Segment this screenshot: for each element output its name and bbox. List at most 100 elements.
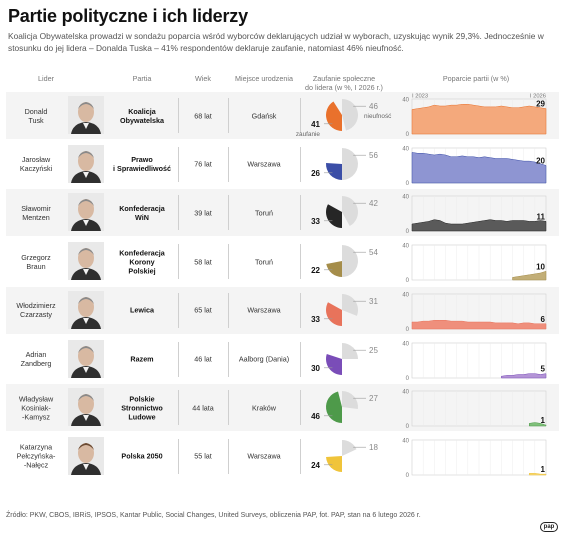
table-row: Katarzyna Pełczyńska- -Nałęcz Polska 2050… [6, 433, 559, 480]
trust-chart: 46 27 [311, 391, 378, 424]
pap-logo: pap [540, 522, 558, 532]
header-trust: Zaufanie społeczne do lidera (w %, I 202… [305, 74, 383, 92]
support-chart: 40 0 6 [402, 292, 547, 333]
leader-age: 46 lat [194, 354, 212, 364]
source-note: Źródło: PKW, CBOS, IBRiS, IPSOS, Kantar … [6, 512, 421, 519]
y-tick-min: 0 [406, 376, 410, 382]
support-area [411, 151, 547, 183]
trust-slice [325, 204, 342, 229]
table-row: Grzegorz Braun Konfederacja Korony Polski… [6, 238, 559, 285]
avatar-braun [68, 242, 104, 281]
column-divider [178, 292, 179, 328]
column-divider [178, 146, 179, 182]
distrust-value: 54 [369, 248, 378, 257]
trust-value: 30 [311, 363, 320, 372]
party-name: Lewica [130, 305, 154, 315]
distrust-slice [342, 342, 358, 359]
column-divider [228, 438, 229, 474]
support-value: 10 [536, 262, 545, 271]
table-row: Jarosław Kaczyński Prawo i Sprawiedliwość… [6, 141, 559, 188]
support-chart: 40 0 1 [402, 438, 547, 479]
trust-chart: 33 31 [311, 293, 378, 326]
support-area [411, 219, 547, 232]
trust-slice [325, 302, 342, 326]
column-divider [178, 98, 179, 133]
trust-slice [326, 101, 342, 131]
column-divider [300, 390, 301, 426]
leader-name: Katarzyna Pełczyńska- -Nałęcz [16, 442, 56, 470]
leader-name: Sławomir Mentzen [21, 203, 51, 222]
trust-chart: 22 54 [311, 245, 378, 278]
table-row: Donald Tusk Koalicja Obywatelska 68 lat Gda… [6, 92, 559, 139]
leader-name: Włodzimierz Czarzasty [16, 301, 56, 320]
avatar-tusk [68, 96, 104, 134]
distrust-slice [342, 293, 359, 316]
trust-value: 46 [311, 412, 320, 421]
column-divider [300, 292, 301, 328]
column-divider [300, 244, 301, 280]
leader-name: Jarosław Kaczyński [19, 155, 53, 174]
column-divider [178, 195, 179, 231]
support-area [411, 104, 547, 135]
table-row: Adrian Zandberg Razem 46 lat Aalborg (Dania… [6, 336, 559, 383]
support-chart: 40 0 1 [402, 390, 547, 430]
avatar-kaczynski [68, 144, 104, 183]
y-tick-min: 0 [406, 473, 410, 479]
y-tick-max: 40 [402, 244, 409, 250]
support-value: 29 [536, 100, 545, 109]
leader-age: 58 lat [194, 257, 212, 267]
support-chart: 40 0 20 [402, 146, 547, 187]
column-divider [178, 244, 179, 280]
header-support: Poparcie partii (w %) [442, 74, 510, 83]
column-divider [300, 98, 301, 133]
leader-birthplace: Warszawa [247, 159, 281, 169]
column-divider [300, 146, 301, 182]
column-divider [178, 438, 179, 474]
avatar-kosiniak [68, 388, 104, 427]
y-tick-max: 40 [402, 438, 409, 444]
y-tick-max: 40 [402, 292, 409, 298]
trust-value: 22 [311, 266, 320, 275]
y-tick-min: 0 [406, 229, 410, 235]
trust-slice [325, 162, 342, 180]
distrust-label: nieufność [364, 113, 392, 120]
intro-text: Koalicja Obywatelska prowadzi w sondażu … [8, 31, 544, 53]
column-divider [228, 292, 229, 328]
trust-slice [326, 261, 342, 278]
distrust-slice [342, 196, 359, 227]
trust-chart: 41 46 zaufanie nieufność [296, 98, 392, 138]
trust-value: 26 [311, 168, 320, 177]
y-tick-min: 0 [406, 327, 410, 333]
table-row: Sławomir Mentzen Konfederacja WiN 39 lat To… [6, 189, 559, 237]
y-tick-max: 40 [402, 341, 409, 347]
column-divider [228, 390, 229, 426]
y-tick-min: 0 [406, 132, 410, 138]
trust-slice [325, 391, 342, 424]
trust-chart: 33 42 [311, 196, 378, 229]
leader-name: Władysław Kosiniak- -Kamysz [18, 394, 54, 422]
trust-value: 33 [311, 315, 320, 324]
leader-age: 39 lat [194, 208, 212, 218]
trust-slice [326, 455, 342, 472]
x-tick-start: I 2023 [412, 94, 428, 100]
trust-value: 41 [311, 120, 320, 129]
trust-chart: 24 18 [311, 439, 378, 472]
column-divider [228, 98, 229, 133]
party-name: Konfederacja Korony Polskiej [119, 248, 165, 276]
avatar-czarzasty [68, 290, 104, 329]
y-tick-max: 40 [402, 98, 409, 104]
leader-birthplace: Warszawa [247, 305, 281, 315]
support-chart: 40 0 11 [402, 195, 547, 235]
y-tick-min: 0 [406, 278, 410, 284]
avatar-pelczynska [68, 436, 104, 475]
y-tick-min: 0 [406, 181, 410, 187]
support-value: 20 [536, 156, 545, 165]
party-name: Polskie Stronnictwo Ludowe [121, 394, 163, 422]
distrust-slice [342, 391, 358, 410]
column-divider [300, 195, 301, 231]
leader-birthplace: Aalborg (Dania) [238, 354, 290, 364]
leader-birthplace: Toruń [255, 257, 273, 267]
leader-age: 55 lat [194, 451, 212, 461]
leader-birthplace: Warszawa [247, 451, 281, 461]
header-birthplace: Miejsce urodzenia [235, 74, 293, 83]
